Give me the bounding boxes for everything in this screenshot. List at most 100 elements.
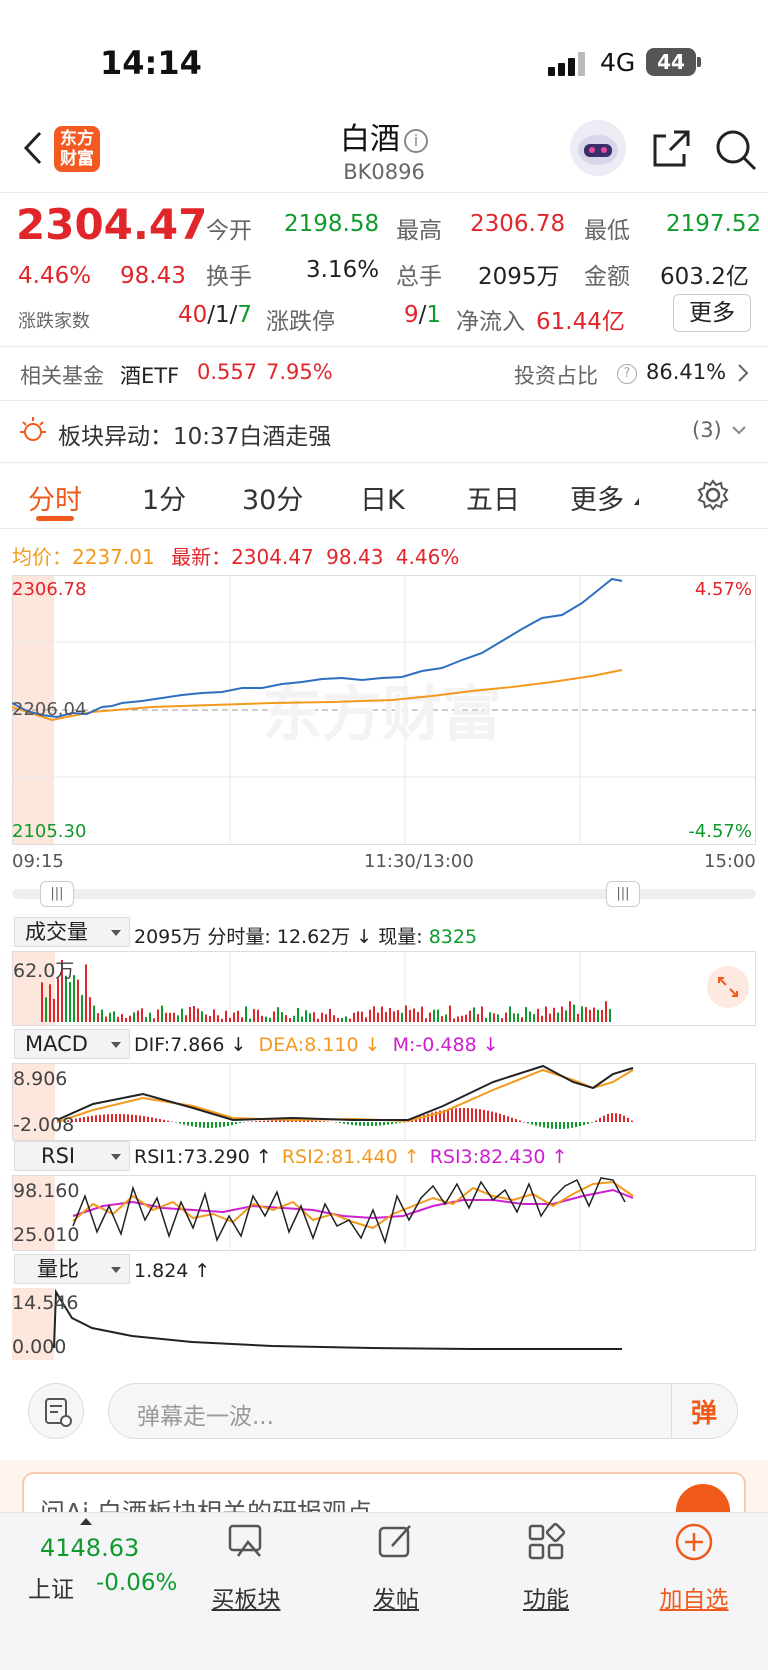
volume-bar xyxy=(297,1007,299,1022)
macd-bar xyxy=(159,1118,161,1122)
low-value: 2197.52 xyxy=(666,211,762,237)
rsi-selector[interactable]: RSI xyxy=(14,1141,130,1171)
volume-bar xyxy=(161,1005,163,1022)
settings-gear-icon[interactable] xyxy=(696,478,730,516)
macd-bar xyxy=(183,1122,185,1125)
tab-30min[interactable]: 30分 xyxy=(242,485,304,516)
macd-bar xyxy=(131,1114,133,1122)
breadth-label: 涨跌家数 xyxy=(18,311,90,332)
nav-post[interactable]: 发帖 xyxy=(373,1587,419,1613)
macd-bar xyxy=(147,1116,149,1122)
open-value: 2198.58 xyxy=(284,211,380,237)
vr-axis-min: 0.000 xyxy=(12,1336,67,1358)
volume-bar xyxy=(457,1016,459,1022)
volume-bar xyxy=(213,1009,215,1022)
volume-bar xyxy=(317,1018,319,1022)
macd-bar xyxy=(99,1114,101,1122)
volume-bar xyxy=(137,1010,139,1022)
volume-bar xyxy=(577,1013,579,1022)
danmu-toggle-button[interactable]: 弹 xyxy=(691,1399,718,1429)
network-label: 4G xyxy=(600,48,636,77)
volume-bar xyxy=(545,1006,547,1022)
volume-bar xyxy=(217,1015,219,1022)
index-value[interactable]: 4148.63 xyxy=(40,1534,140,1562)
info-icon[interactable]: i xyxy=(404,129,428,153)
macd-bar xyxy=(235,1122,237,1125)
macd-bar xyxy=(615,1113,617,1122)
add-watchlist-icon[interactable] xyxy=(674,1522,714,1562)
expand-icon[interactable] xyxy=(707,966,749,1008)
help-icon[interactable]: ? xyxy=(617,364,637,384)
rsi-chart[interactable]: 98.160 25.010 xyxy=(12,1175,756,1251)
share-icon[interactable] xyxy=(650,128,692,170)
more-button[interactable]: 更多 xyxy=(673,294,751,332)
range-slider-left-handle[interactable]: ||| xyxy=(40,881,74,907)
volume-bar xyxy=(129,1015,131,1022)
volume-bar xyxy=(209,1015,211,1022)
now-value: 8325 xyxy=(428,926,478,948)
volume-bar xyxy=(609,1008,611,1022)
volume-bar xyxy=(505,1012,507,1022)
tab-intraday[interactable]: 分时 xyxy=(28,485,82,516)
nav-functions[interactable]: 功能 xyxy=(523,1587,569,1613)
volume-selector[interactable]: 成交量 xyxy=(14,917,130,947)
related-fund-row[interactable]: 相关基金 酒ETF 0.557 7.95% 投资占比 ? 86.41% xyxy=(0,347,768,399)
alert-text: 板块异动：10:37白酒走强 xyxy=(58,424,332,450)
intraday-chart[interactable]: 东方财富 2306.78 2206.04 2105.30 4.57% -4.57… xyxy=(11,575,756,845)
back-icon[interactable] xyxy=(18,128,48,168)
volume-bar xyxy=(201,1011,203,1022)
search-icon[interactable] xyxy=(714,128,758,172)
range-slider-right-handle[interactable]: ||| xyxy=(606,881,640,907)
macd-bar xyxy=(271,1120,273,1122)
volume-bar xyxy=(221,1018,223,1022)
nav-buy-sector[interactable]: 买板块 xyxy=(211,1587,281,1613)
functions-grid-icon[interactable] xyxy=(526,1522,566,1562)
tab-five-day[interactable]: 五日 xyxy=(466,485,520,516)
volume-bar xyxy=(293,1015,295,1022)
macd-selector[interactable]: MACD xyxy=(14,1029,130,1059)
volume-bar xyxy=(257,1009,259,1022)
macd-bar xyxy=(535,1122,537,1126)
macd-selector-label: MACD xyxy=(25,1032,88,1056)
post-edit-icon[interactable] xyxy=(376,1522,416,1562)
macd-bar xyxy=(127,1114,129,1122)
volume-bar xyxy=(113,1011,115,1022)
macd-bar xyxy=(251,1121,253,1122)
robot-avatar-icon[interactable] xyxy=(570,120,626,176)
sector-alert-row[interactable]: 板块异动：10:37白酒走强 (3) xyxy=(0,401,768,461)
app-logo[interactable]: 东方财富 xyxy=(54,126,100,172)
tab-1min[interactable]: 1分 xyxy=(142,485,187,516)
volume-bar xyxy=(145,1017,147,1022)
volume-ratio-selector[interactable]: 量比 xyxy=(14,1254,130,1284)
macd-bar xyxy=(91,1115,93,1122)
y-low-label: 2105.30 xyxy=(12,821,87,842)
macd-chart[interactable]: 8.906 -2.008 xyxy=(12,1063,756,1141)
macd-bar xyxy=(571,1122,573,1128)
volume-bar xyxy=(169,1012,171,1022)
buy-sector-icon[interactable] xyxy=(226,1522,266,1562)
tick-label: 分时量: xyxy=(207,926,271,948)
volume-total: 2095万 xyxy=(134,926,202,948)
danmu-list-icon[interactable] xyxy=(28,1383,84,1439)
ai-research-banner[interactable]: 问Ai 白酒板块相关的研报观点 xyxy=(0,1460,768,1514)
danmu-input[interactable]: 弹幕走一波... 弹 xyxy=(108,1383,738,1439)
tab-daily-k[interactable]: 日K xyxy=(360,485,405,516)
macd-axis-max: 8.906 xyxy=(13,1068,68,1090)
volume-bar xyxy=(369,1009,371,1022)
macd-bar xyxy=(575,1122,577,1128)
volume-bar xyxy=(93,1005,95,1022)
nav-add-watchlist[interactable]: 加自选 xyxy=(659,1587,729,1613)
macd-bar xyxy=(359,1122,361,1126)
volume-bar xyxy=(197,1008,199,1022)
volume-chart[interactable]: 62.0万 xyxy=(12,951,756,1026)
volume-bar xyxy=(485,1017,487,1022)
macd-bar xyxy=(371,1122,373,1126)
volume-bar xyxy=(557,1012,559,1022)
turnover-value: 3.16% xyxy=(306,257,380,283)
volume-bar xyxy=(469,1010,471,1022)
macd-bar xyxy=(87,1116,89,1122)
volume-ratio-chart[interactable]: 14.546 0.000 xyxy=(12,1288,756,1360)
macd-bar xyxy=(215,1122,217,1128)
tab-more[interactable]: 更多 xyxy=(570,485,624,516)
macd-bar xyxy=(103,1114,105,1122)
